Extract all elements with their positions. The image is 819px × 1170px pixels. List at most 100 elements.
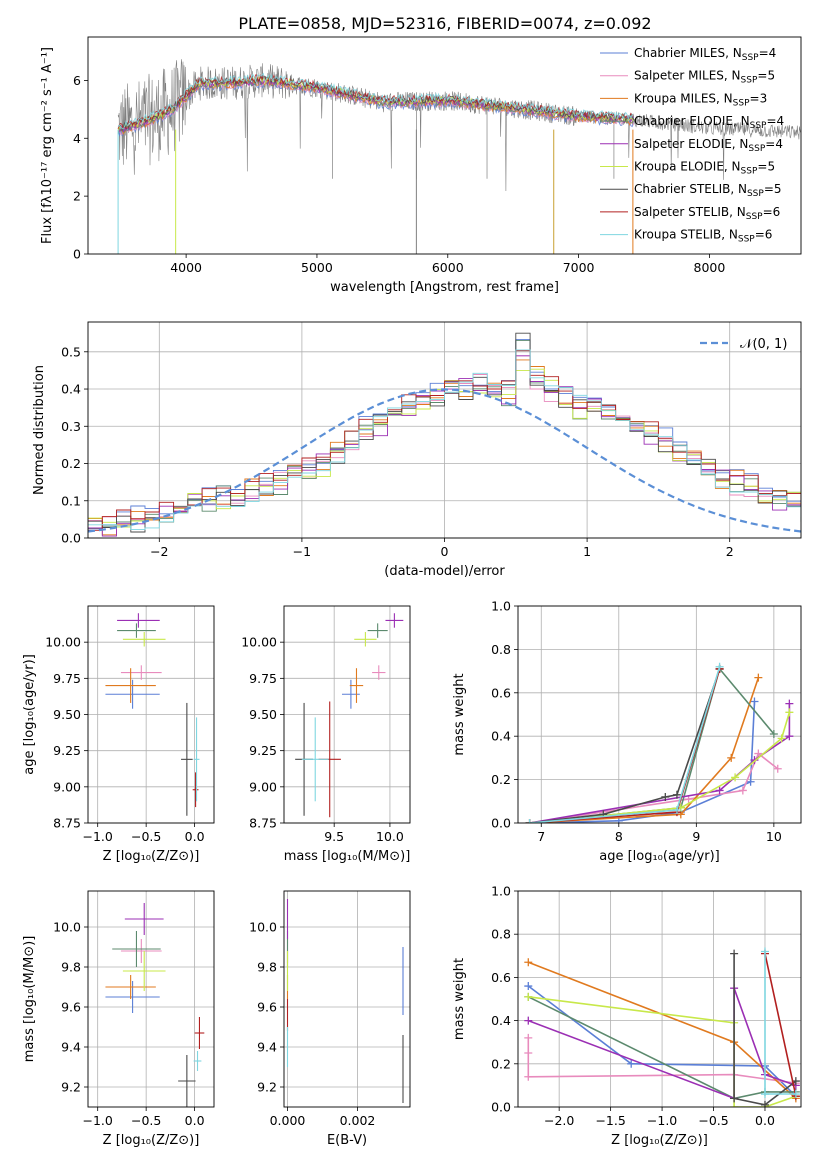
- plot-area: [524, 947, 800, 1107]
- y-tick-label: 0.0: [491, 1100, 511, 1115]
- legend-entry: Chabrier STELIB, NSSP=5: [634, 182, 782, 199]
- y-tick-label: 0.8: [491, 642, 511, 657]
- legend-entry: Salpeter MILES, NSSP=5: [634, 69, 775, 86]
- y-tick-label: 0: [73, 247, 81, 262]
- x-tick-label: 8000: [694, 260, 726, 275]
- y-tick-label: 9.8: [61, 960, 81, 975]
- weight-point-marker: [730, 949, 739, 958]
- y-axis-label: mass weight: [452, 673, 467, 755]
- weight-point-marker: [750, 756, 759, 765]
- y-tick-label: 9.8: [257, 960, 277, 975]
- weight-point-marker: [727, 753, 736, 762]
- x-tick-label: −1: [293, 544, 311, 559]
- y-tick-label: 9.2: [61, 1080, 81, 1095]
- weight-point-marker: [738, 786, 747, 795]
- x-tick-label: −2.0: [544, 1113, 574, 1128]
- y-tick-label: 0.6: [491, 970, 511, 985]
- legend-entry-suffix: =5: [764, 182, 782, 196]
- legend-entry-sub: SSP: [741, 76, 758, 86]
- x-tick-label: 2: [726, 544, 734, 559]
- weight-point-marker: [715, 786, 724, 795]
- y-tick-label: 10.00: [45, 635, 81, 650]
- weight-series-line: [528, 996, 797, 1107]
- y-tick-label: 9.2: [257, 1080, 277, 1095]
- x-tick-label: 5000: [301, 260, 333, 275]
- y-tick-label: 6: [73, 73, 81, 88]
- y-tick-label: 0.2: [491, 772, 511, 787]
- y-tick-label: 10.00: [241, 635, 277, 650]
- weight-point-marker: [746, 777, 755, 786]
- x-axis-label: E(B-V): [327, 1133, 367, 1148]
- panel-mass-vs-ebv: 0.000 0.002 9.2 9.4 9.6 9.8 10.0 E(B-V): [249, 890, 411, 1148]
- legend-entry: Kroupa ELODIE, NSSP=5: [634, 160, 775, 177]
- axes-frame: [87, 890, 215, 1108]
- weight-series-line: [764, 953, 797, 1097]
- plot-area: [88, 332, 801, 537]
- x-axis-label: (data-model)/error: [384, 564, 505, 579]
- weight-point-marker: [791, 1090, 800, 1099]
- y-tick-label: 0.0: [491, 816, 511, 831]
- weight-point-marker: [777, 734, 786, 743]
- weight-point-marker: [760, 1100, 769, 1107]
- legend-entry-label: Kroupa ELODIE, N: [634, 160, 741, 174]
- y-axis-label: mass [log₁₀(M/M⊙)]: [22, 936, 37, 1063]
- y-tick-label: 0.2: [61, 456, 81, 471]
- ticks: −1.0 −0.5 0.0 8.75 9.00 9.25 9.50 9.75 10.00: [45, 635, 204, 844]
- y-tick-label: 10.0: [53, 920, 81, 935]
- legend-entry-sub: SSP: [741, 167, 758, 177]
- y-tick-label: 9.4: [257, 1040, 277, 1055]
- ticks: −2.0 −1.5 −1.0 −0.5 0.0 0.0 0.2 0.4 0.6 0.8 1.0: [491, 884, 775, 1129]
- y-tick-label: 10.0: [249, 920, 277, 935]
- y-tick-label: 9.6: [257, 1000, 277, 1015]
- weight-point-marker: [750, 697, 759, 706]
- weight-point-marker: [760, 1090, 769, 1099]
- legend-entry-suffix: =6: [763, 205, 781, 219]
- x-tick-label: 10.0: [376, 829, 404, 844]
- panel-weight-vs-age: 7 8 9 10 0.0 0.2 0.4 0.6 0.8 1.0 age [log₁₀(age/yr…: [452, 599, 802, 864]
- x-tick-label: 4000: [170, 260, 202, 275]
- weight-point-marker: [524, 992, 533, 1001]
- x-tick-label: −1.5: [595, 1113, 625, 1128]
- legend-entry-suffix: =4: [766, 114, 784, 128]
- x-tick-label: 10: [766, 829, 782, 844]
- x-axis-label: age [log₁₀(age/yr)]: [599, 849, 720, 864]
- y-tick-label: 9.00: [53, 779, 81, 794]
- weight-point-marker: [661, 792, 670, 801]
- legend-entry-suffix: =3: [750, 91, 768, 105]
- weight-point-marker: [754, 673, 763, 682]
- legend: 𝒩(0, 1): [700, 337, 787, 352]
- ticks: 7 8 9 10 0.0 0.2 0.4 0.6 0.8 1.0: [491, 599, 782, 845]
- y-axis-label: Flux [fλ10⁻¹⁷ erg cm⁻² s⁻¹ A⁻¹]: [40, 47, 55, 244]
- y-tick-label: 0.3: [61, 419, 81, 434]
- weight-point-marker: [627, 1059, 636, 1068]
- weight-point-marker: [760, 947, 769, 956]
- legend-entry-label: Salpeter MILES, N: [634, 69, 741, 83]
- legend-entry-label: Chabrier STELIB, N: [634, 182, 747, 196]
- legend-entry-sub: SSP: [748, 144, 765, 154]
- y-tick-label: 1.0: [491, 884, 511, 899]
- x-axis-label: mass [log₁₀(M/M⊙)]: [284, 849, 411, 864]
- legend-entry-suffix: =4: [765, 137, 783, 151]
- legend-entry-sub: SSP: [746, 212, 763, 222]
- x-tick-label: 0.002: [340, 1113, 376, 1128]
- legend-entry-label: Chabrier ELODIE, N: [634, 114, 750, 128]
- y-tick-label: 0.4: [491, 729, 511, 744]
- weight-point-marker: [524, 982, 533, 991]
- legend-entry: Salpeter STELIB, NSSP=6: [634, 205, 780, 222]
- y-tick-label: 1.0: [491, 599, 511, 614]
- weight-point-marker: [524, 958, 533, 967]
- panel-age-vs-mass: 9.5 10.0 8.75 9.00 9.25 9.50 9.75 10.00 mass [lo…: [241, 605, 411, 864]
- y-tick-label: 8.75: [53, 816, 81, 831]
- spectrum-model-line: [117, 72, 634, 130]
- y-axis-label: age [log₁₀(age/yr)]: [22, 654, 37, 775]
- y-axis-label: Normed distribution: [32, 365, 47, 495]
- y-tick-label: 0.4: [491, 1013, 511, 1028]
- panel-residuals: −2 −1 0 1 2 0.0 0.1 0.2 0.3 0.4 0.5 (data-model)/er…: [32, 321, 802, 579]
- plot-area: [105, 903, 205, 1107]
- y-tick-label: 9.25: [249, 743, 277, 758]
- weight-series-line: [527, 996, 796, 1100]
- y-tick-label: 0.2: [491, 1056, 511, 1071]
- y-tick-label: 2: [73, 189, 81, 204]
- weight-point-marker: [730, 1094, 739, 1103]
